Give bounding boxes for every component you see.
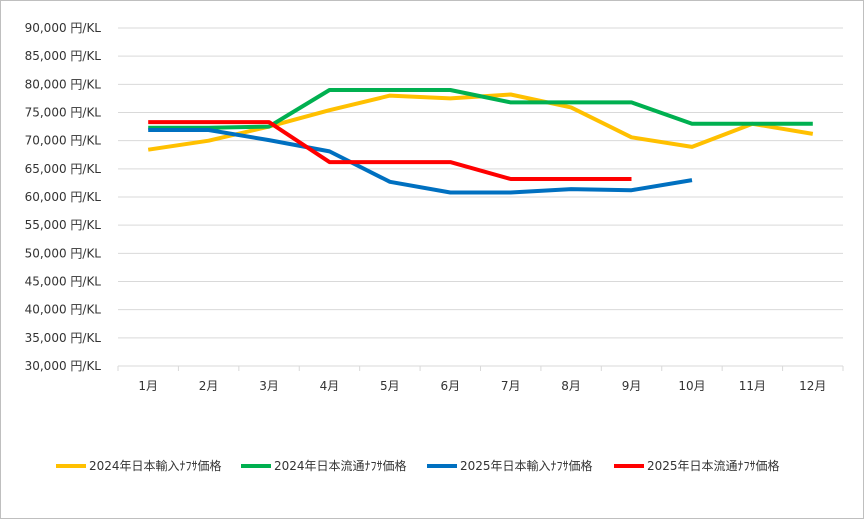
series-line-3 [148, 128, 693, 195]
legend: 2024年日本輸入ﾅﾌｻ価格 2024年日本流通ﾅﾌｻ価格 2025年日本輸入ﾅﾌｻ… [56, 458, 780, 473]
legend-label: 2024年日本輸入ﾅﾌｻ価格 [89, 458, 222, 473]
series-lines [147, 88, 814, 195]
y-axis-tick-labels: 30,000 円/KL 35,000 円/KL 40,000 円/KL 45,000 … [25, 21, 102, 373]
x-tick-label: 10月 [678, 379, 705, 393]
y-tick-label: 85,000 円/KL [25, 49, 102, 63]
y-tick-label: 55,000 円/KL [25, 218, 102, 232]
y-tick-label: 40,000 円/KL [25, 303, 102, 317]
y-tick-label: 60,000 円/KL [25, 190, 102, 204]
legend-label: 2025年日本流通ﾅﾌｻ価格 [647, 458, 780, 473]
x-tick-label: 11月 [739, 379, 766, 393]
y-tick-label: 70,000 円/KL [25, 134, 102, 148]
x-tick-label: 4月 [320, 379, 340, 393]
x-tick-label: 7月 [501, 379, 521, 393]
legend-label: 2025年日本輸入ﾅﾌｻ価格 [460, 458, 593, 473]
y-tick-label: 30,000 円/KL [25, 359, 102, 373]
x-axis: 1月 2月 3月 4月 5月 6月 7月 8月 9月 10月 11月 12月 [117, 365, 844, 393]
x-tick-label: 2月 [199, 379, 219, 393]
x-tick-label: 9月 [622, 379, 642, 393]
y-tick-label: 65,000 円/KL [25, 162, 102, 176]
legend-label: 2024年日本流通ﾅﾌｻ価格 [274, 458, 407, 473]
y-tick-label: 35,000 円/KL [25, 331, 102, 345]
series-line-4 [148, 120, 632, 181]
y-tick-label: 50,000 円/KL [25, 246, 102, 260]
y-tick-label: 45,000 円/KL [25, 275, 102, 289]
x-tick-label: 8月 [561, 379, 581, 393]
x-tick-label: 5月 [380, 379, 400, 393]
x-tick-label: 6月 [440, 379, 460, 393]
x-tick-label: 3月 [259, 379, 279, 393]
gridlines [118, 27, 843, 367]
y-tick-label: 90,000 円/KL [25, 21, 102, 35]
y-tick-label: 80,000 円/KL [25, 77, 102, 91]
x-tick-label: 12月 [799, 379, 826, 393]
series-line-2 [148, 88, 813, 130]
y-tick-label: 75,000 円/KL [25, 106, 102, 120]
x-tick-label: 1月 [138, 379, 158, 393]
